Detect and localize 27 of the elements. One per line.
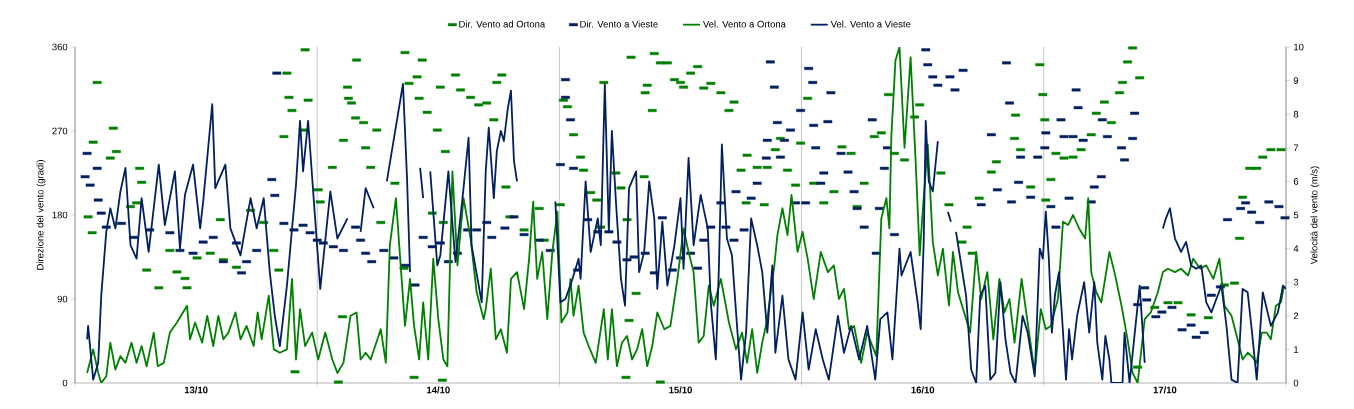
x-tick-label: 13/10 (184, 386, 208, 394)
y-tick-label: 360 (52, 43, 68, 51)
y2-tick-label: 2 (1293, 312, 1299, 320)
legend-label: Vel. Vento a Ortona (702, 20, 786, 28)
y2-axis-title: Velocità del vento (m/s) (1310, 166, 1320, 265)
y2-tick-label: 5 (1293, 211, 1299, 219)
legend-label: Vel. Vento a Vieste (830, 20, 911, 28)
y2-tick-label: 9 (1293, 77, 1299, 84)
y2-tick-label: 7 (1293, 144, 1299, 152)
y2-tick-label: 4 (1293, 245, 1299, 252)
y2-tick-label: 0 (1293, 379, 1299, 387)
y-tick-label: 90 (57, 295, 68, 303)
y-tick-label: 0 (62, 379, 68, 387)
y2-tick-label: 3 (1293, 278, 1299, 286)
y2-tick-label: 6 (1293, 178, 1299, 185)
y2-tick-label: 1 (1294, 346, 1299, 353)
y2-tick-label: 10 (1294, 43, 1304, 51)
y-tick-label: 180 (52, 211, 68, 219)
legend-label: Dir. Vento ad Ortona (459, 20, 546, 28)
x-tick-label: 17/10 (1153, 386, 1177, 394)
y-axis-title: Direzione del vento (gradi) (36, 160, 46, 270)
x-tick-label: 16/10 (911, 386, 935, 394)
legend-label: Dir. Vento a Vieste (580, 20, 658, 28)
x-tick-label: 14/10 (427, 386, 450, 394)
x-tick-label: 15/10 (669, 386, 692, 394)
y2-tick-label: 8 (1293, 110, 1299, 118)
y-tick-label: 270 (52, 127, 68, 135)
